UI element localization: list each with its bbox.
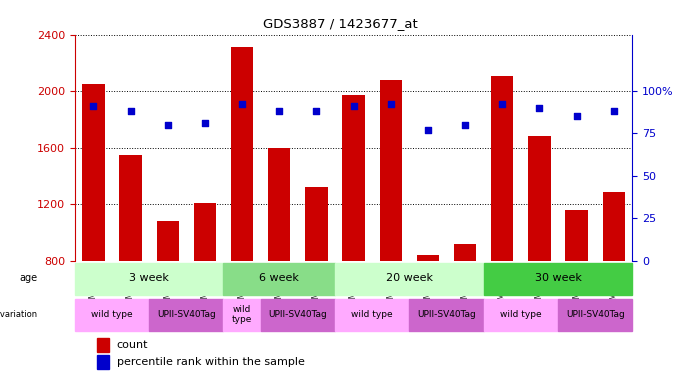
Bar [224,263,335,295]
Text: UPII-SV40Tag: UPII-SV40Tag [566,310,625,319]
Text: wild type: wild type [500,310,542,319]
Bar [335,299,409,331]
Bar [558,299,632,331]
Text: wild
type: wild type [232,305,252,324]
Text: wild type: wild type [352,310,393,319]
Bar [97,338,109,352]
Text: UPII-SV40Tag: UPII-SV40Tag [269,310,327,319]
Text: 30 week: 30 week [534,273,581,283]
Bar [149,299,224,331]
Text: 20 week: 20 week [386,273,433,283]
Bar [75,299,149,331]
Bar [528,136,551,261]
Bar [97,355,109,369]
Bar [491,76,513,261]
Text: 6 week: 6 week [259,273,299,283]
Point [534,105,545,111]
Point [163,122,173,128]
Point [422,127,433,133]
Text: wild type: wild type [91,310,133,319]
Bar [602,192,625,261]
Bar [156,221,179,261]
Point [348,103,359,109]
Point [311,108,322,114]
Text: 3 week: 3 week [129,273,169,283]
Point [125,108,136,114]
Bar [75,263,224,295]
Bar [379,80,402,261]
Text: count: count [117,340,148,350]
Bar [194,203,216,261]
Point [460,122,471,128]
Bar [417,255,439,261]
Bar [120,155,141,261]
Bar [335,263,483,295]
Point [237,101,248,108]
Bar [343,95,364,261]
Bar [454,244,476,261]
Text: percentile rank within the sample: percentile rank within the sample [117,357,305,367]
Bar [260,299,335,331]
Bar [483,263,632,295]
Text: UPII-SV40Tag: UPII-SV40Tag [417,310,476,319]
Text: UPII-SV40Tag: UPII-SV40Tag [157,310,216,319]
Bar [231,47,253,261]
Bar [305,187,328,261]
Bar [268,148,290,261]
Point [386,101,396,108]
Text: genotype/variation: genotype/variation [0,310,37,319]
Bar [82,84,105,261]
Text: GDS3887 / 1423677_at: GDS3887 / 1423677_at [262,17,418,30]
Bar [224,299,260,331]
Bar [409,299,483,331]
Point [571,113,582,119]
Point [609,108,619,114]
Bar [566,210,588,261]
Point [497,101,508,108]
Point [88,103,99,109]
Text: age: age [20,273,37,283]
Bar [483,299,558,331]
Point [274,108,285,114]
Point [199,120,210,126]
